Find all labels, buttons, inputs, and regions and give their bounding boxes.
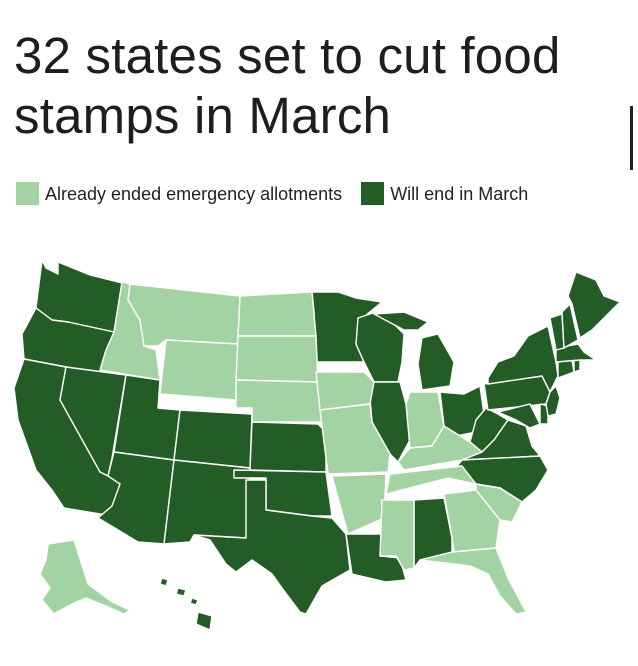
state-rhode-island (573, 359, 581, 373)
state-kansas (249, 421, 327, 473)
legend-swatch-ended (16, 182, 39, 205)
legend-label-ended: Already ended emergency allotments (45, 184, 343, 204)
state-tennessee (385, 465, 477, 495)
legend-swatch-will-end (361, 182, 385, 205)
state-massachusetts (555, 343, 597, 363)
state-virginia (461, 419, 541, 461)
state-colorado (173, 409, 253, 469)
state-montana (127, 283, 241, 347)
edge-divider (630, 106, 633, 170)
state-new-hampshire (561, 303, 579, 349)
state-iowa (315, 371, 375, 411)
state-connecticut (557, 359, 575, 379)
state-maine (567, 271, 621, 339)
state-kentucky (397, 425, 483, 471)
state-mississippi (379, 499, 415, 571)
state-florida (419, 547, 527, 615)
state-wyoming (159, 339, 239, 401)
state-hawaii (159, 577, 213, 631)
state-new-jersey (545, 385, 561, 417)
legend: Already ended emergency allotments Will … (16, 180, 596, 208)
state-arkansas (331, 473, 387, 535)
state-missouri (319, 403, 391, 475)
legend-item-will-end: Will end in March (361, 182, 529, 205)
state-south-carolina (475, 483, 523, 523)
legend-item-ended: Already ended emergency allotments (16, 182, 343, 205)
state-north-dakota (237, 291, 317, 337)
page-title: 32 states set to cut food stamps in Marc… (14, 27, 561, 144)
state-michigan (373, 311, 455, 391)
state-maryland (497, 403, 541, 429)
state-texas (193, 479, 351, 615)
state-alaska (39, 539, 131, 615)
legend-label-will-end: Will end in March (390, 184, 529, 204)
state-delaware (539, 403, 549, 425)
states (13, 259, 621, 631)
state-south-dakota (235, 335, 319, 383)
